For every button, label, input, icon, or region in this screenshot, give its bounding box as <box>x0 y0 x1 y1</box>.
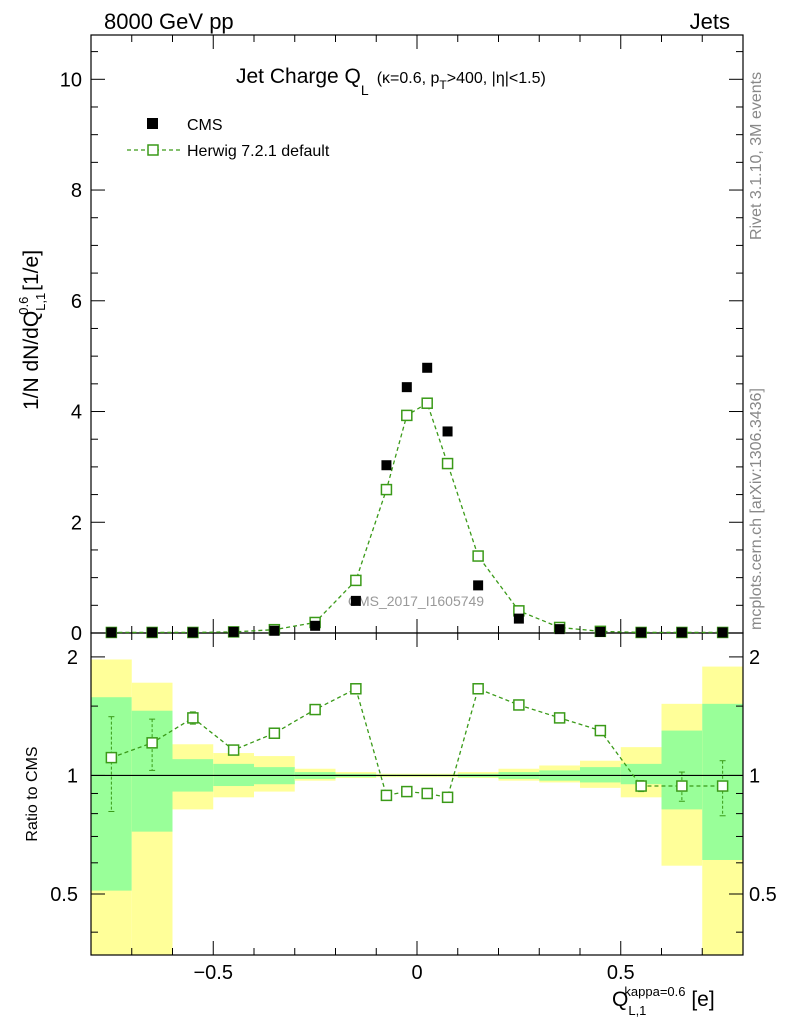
ratio-ytick-label-right: 0.5 <box>749 884 777 906</box>
ratio-point <box>105 751 118 764</box>
data-point <box>228 626 239 637</box>
ratio-point <box>309 703 321 716</box>
data-point <box>636 627 647 638</box>
ratio-point <box>401 785 413 798</box>
ratio-point <box>380 789 393 802</box>
ratio-point <box>227 744 240 756</box>
data-point <box>717 627 728 638</box>
data-point <box>350 595 361 606</box>
xlabel-sub: L,1 <box>628 1003 646 1018</box>
ratio-point <box>716 780 729 792</box>
main-axis-ticks: 0 2 4 6 8 10 <box>60 35 744 645</box>
main-ytick-label: 2 <box>71 512 82 534</box>
data-point <box>401 382 412 393</box>
main-ytick-label: 8 <box>71 180 82 202</box>
mc-point <box>401 409 413 422</box>
ratio-point <box>421 787 433 800</box>
data-point <box>106 627 117 638</box>
mc-point <box>441 457 454 470</box>
data-point <box>513 613 524 624</box>
mc-point <box>421 397 433 409</box>
title-main: Jet Charge Q <box>236 65 361 88</box>
ratio-ytick-label-left: 0.5 <box>50 884 78 906</box>
ratio-point <box>553 712 566 724</box>
ylabel-sub: L,1 <box>33 293 48 311</box>
data-point <box>442 426 453 437</box>
ratio-point <box>268 727 281 739</box>
ratio-point <box>350 683 362 695</box>
ratio-ytick-label-left: 2 <box>67 647 78 669</box>
mc-point <box>472 550 484 562</box>
data-point <box>147 627 158 638</box>
ratio-point <box>441 791 454 804</box>
ylabel-main-text: 1/N dN/dQ <box>20 311 43 410</box>
title-params-a: (κ=0.6, p <box>377 70 440 87</box>
main-data-series <box>106 362 728 638</box>
main-ytick-label: 6 <box>71 291 82 313</box>
xlabel-main: Q <box>612 988 628 1011</box>
ratio-band-inner <box>131 710 173 832</box>
data-point <box>381 460 392 471</box>
rivet-version-label: Rivet 3.1.10, 3M events <box>748 72 765 240</box>
ratio-point <box>146 737 158 749</box>
ratio-ytick-label-right: 1 <box>749 765 760 787</box>
ratio-point <box>187 712 199 724</box>
ratio-ytick-label-left: 1 <box>67 765 78 787</box>
legend-mc-marker <box>147 144 159 156</box>
plot-title: Jet Charge QL (κ=0.6, pT>400, |η|<1.5) <box>236 65 546 98</box>
ratio-curve <box>111 687 723 799</box>
ratio-point <box>513 699 525 711</box>
legend-mc-label: Herwig 7.2.1 default <box>187 143 330 160</box>
main-ytick-label: 4 <box>71 402 82 424</box>
ylabel-sup: 0.6 <box>16 297 31 315</box>
ratio-point <box>635 780 647 792</box>
ratio-ylabel: Ratio to CMS <box>24 746 41 841</box>
ratio-band-inner <box>661 730 703 810</box>
data-point <box>554 624 565 635</box>
ratio-xtick-label: 0.5 <box>607 962 635 984</box>
ratio-point <box>472 683 484 695</box>
data-point <box>269 625 280 636</box>
analysis-watermark: CMS_2017_I1605749 <box>348 593 484 609</box>
mc-point <box>350 574 362 587</box>
main-ylabel: 1/N dN/dQL,10.6 [1/e] <box>16 250 48 410</box>
source-label: mcplots.cern.ch [arXiv:1306.3436] <box>748 388 765 630</box>
data-point <box>676 627 687 638</box>
data-point <box>595 626 606 637</box>
legend-data-marker <box>147 118 158 129</box>
mc-point <box>380 483 393 496</box>
title-params-sub: T <box>439 78 447 92</box>
ratio-xtick-label: −0.5 <box>194 962 233 984</box>
xlabel-unit: [e] <box>686 988 715 1011</box>
main-ytick-label: 0 <box>71 623 82 645</box>
legend-data-label: CMS <box>187 117 223 134</box>
ratio-xtick-label: 0 <box>411 962 422 984</box>
main-ytick-label: 10 <box>60 69 82 91</box>
ratio-ytick-label-right: 2 <box>749 647 760 669</box>
data-point <box>310 620 321 631</box>
data-point <box>422 362 433 373</box>
ylabel-unit: [1/e] <box>20 250 43 297</box>
title-params-b: >400, |η|<1.5) <box>447 70 546 87</box>
ratio-mc-series <box>105 683 729 817</box>
ratio-uncertainty-bands <box>91 659 743 955</box>
ratio-band-inner <box>620 763 662 785</box>
energy-label: 8000 GeV pp <box>104 9 234 34</box>
xlabel-sup: kappa=0.6 <box>624 984 685 999</box>
ratio-point <box>594 724 607 737</box>
title-sub: L <box>361 82 369 98</box>
data-point <box>187 627 198 638</box>
ratio-band-inner <box>580 767 621 783</box>
x-axis-label: QL,1 kappa=0.6 [e] <box>612 984 715 1018</box>
category-label: Jets <box>690 9 730 34</box>
ratio-point <box>676 780 688 792</box>
data-point <box>473 580 484 591</box>
mc-curve <box>111 402 723 634</box>
